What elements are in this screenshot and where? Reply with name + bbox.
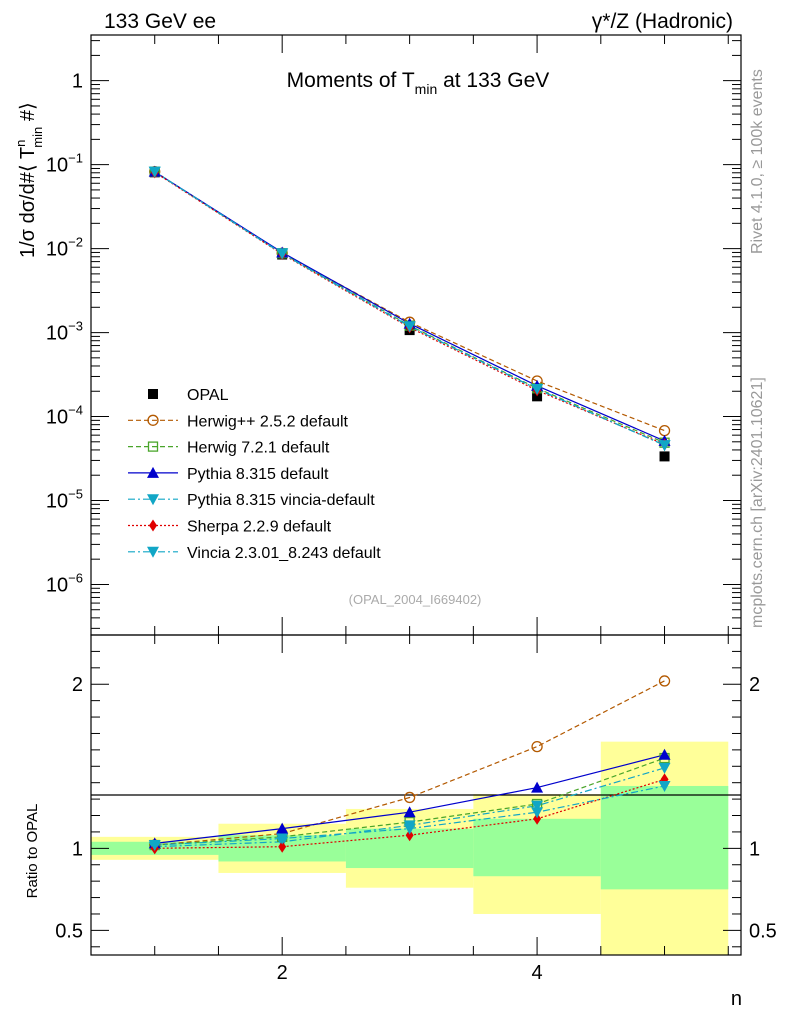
main-panel: 1 10−1 10−2 10−3 10−4 10−5 10−6 Moments of Tmi… <box>13 34 742 636</box>
ratio-data-point <box>278 840 287 853</box>
watermark: (OPAL_2004_I669402) <box>349 592 482 607</box>
ratio-y-tick-label-right: 0.5 <box>749 920 777 942</box>
x-tick-label: 4 <box>532 962 543 984</box>
legend-entry: Pythia 8.315 default <box>187 466 329 483</box>
legend-marker <box>147 441 159 452</box>
legend-entry: Vincia 2.3.01_8.243 default <box>187 545 381 562</box>
header-left: 133 GeV ee <box>104 10 216 33</box>
data-point <box>403 321 416 333</box>
legend-marker <box>147 466 159 478</box>
legend-entry: OPAL <box>187 387 229 404</box>
series-line <box>154 171 665 432</box>
ratio-ticks: 0.5 0.5 1 1 2 2 2 4 <box>55 635 777 984</box>
x-tick-label: 2 <box>277 962 288 984</box>
band-inner <box>473 818 601 877</box>
series-line <box>154 171 665 446</box>
main-series-markers <box>148 165 671 462</box>
x-axis-label: n <box>731 988 742 1010</box>
ratio-data-point <box>531 781 544 793</box>
y-tick-label: 10−3 <box>46 319 83 345</box>
ratio-y-tick-label: 2 <box>72 674 83 696</box>
main-y-label: 1/σ dσ/d#⟨ Tn min #⟩ <box>13 102 45 258</box>
series-line <box>154 171 665 446</box>
data-point <box>148 166 161 178</box>
data-point <box>659 451 670 462</box>
ratio-data-point <box>658 780 671 792</box>
main-ticks: 1 10−1 10−2 10−3 10−4 10−5 10−6 <box>46 35 741 635</box>
y-tick-label: 10−2 <box>46 235 83 261</box>
ratio-y-label: Ratio to OPAL <box>24 804 41 899</box>
legend-marker <box>148 389 158 399</box>
legend: OPAL Herwig++ 2.5.2 default Herwig 7.2.1 d… <box>128 387 381 562</box>
ratio-panel: 0.5 0.5 1 1 2 2 2 4 Ratio to OPAL n <box>24 634 777 1010</box>
y-tick-label: 10−6 <box>46 570 83 596</box>
ratio-data-point <box>658 675 671 687</box>
legend-entry: Herwig 7.2.1 default <box>187 440 330 457</box>
y-tick-label: 10−5 <box>46 486 83 512</box>
ratio-data-point <box>276 833 289 845</box>
ratio-data-point <box>403 791 416 804</box>
ratio-data-point <box>531 807 544 819</box>
legend-marker <box>147 414 159 426</box>
ratio-data-point <box>405 829 414 842</box>
y-tick-label: 1 <box>72 71 83 93</box>
header-right: γ*/Z (Hadronic) <box>592 10 733 33</box>
ratio-data-point <box>533 812 542 825</box>
ratio-data-point <box>658 762 671 774</box>
main-series-lines <box>154 171 665 446</box>
data-point <box>276 248 289 260</box>
y-tick-label: 10−4 <box>46 403 83 429</box>
ratio-data-point <box>403 823 416 835</box>
legend-marker <box>149 519 157 532</box>
series-line <box>154 171 665 445</box>
ratio-frame <box>90 634 742 956</box>
ratio-series-line <box>154 680 665 846</box>
data-point <box>658 440 671 452</box>
data-point <box>531 383 544 395</box>
ratio-series-markers <box>148 675 671 855</box>
legend-marker <box>147 546 159 558</box>
ratio-data-point <box>276 822 289 834</box>
ratio-data-point <box>403 806 416 818</box>
ratio-y-tick-label: 0.5 <box>55 920 83 942</box>
rivet-label: Rivet 4.1.0, ≥ 100k events <box>749 69 766 254</box>
ratio-y-tick-label-right: 2 <box>749 674 760 696</box>
mcplots-label: mcplots.cern.ch [arXiv:2401.10621] <box>749 377 766 628</box>
legend-entry: Herwig++ 2.5.2 default <box>187 413 349 430</box>
legend-marker <box>147 494 159 506</box>
data-point <box>658 424 671 437</box>
ratio-y-tick-label: 1 <box>72 838 83 860</box>
ratio-y-tick-label-right: 1 <box>749 838 760 860</box>
ratio-data-point <box>148 840 161 852</box>
y-tick-label: 10−1 <box>46 151 83 177</box>
series-line <box>154 171 665 444</box>
ratio-series-line <box>154 778 665 849</box>
chart-title: Moments of Tmin at 133 GeV <box>287 69 550 97</box>
ratio-uncertainty-bands <box>91 741 729 955</box>
ratio-data-point <box>658 748 671 760</box>
legend-entry: Sherpa 2.2.9 default <box>187 519 332 536</box>
ratio-data-point <box>531 800 544 812</box>
band-inner <box>600 785 729 890</box>
legend-entry: Pythia 8.315 vincia-default <box>187 492 375 509</box>
ratio-data-point <box>531 740 543 753</box>
